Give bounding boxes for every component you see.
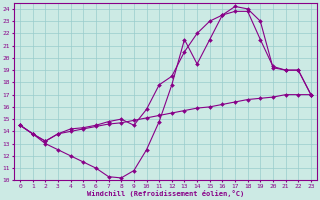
X-axis label: Windchill (Refroidissement éolien,°C): Windchill (Refroidissement éolien,°C) <box>87 190 244 197</box>
